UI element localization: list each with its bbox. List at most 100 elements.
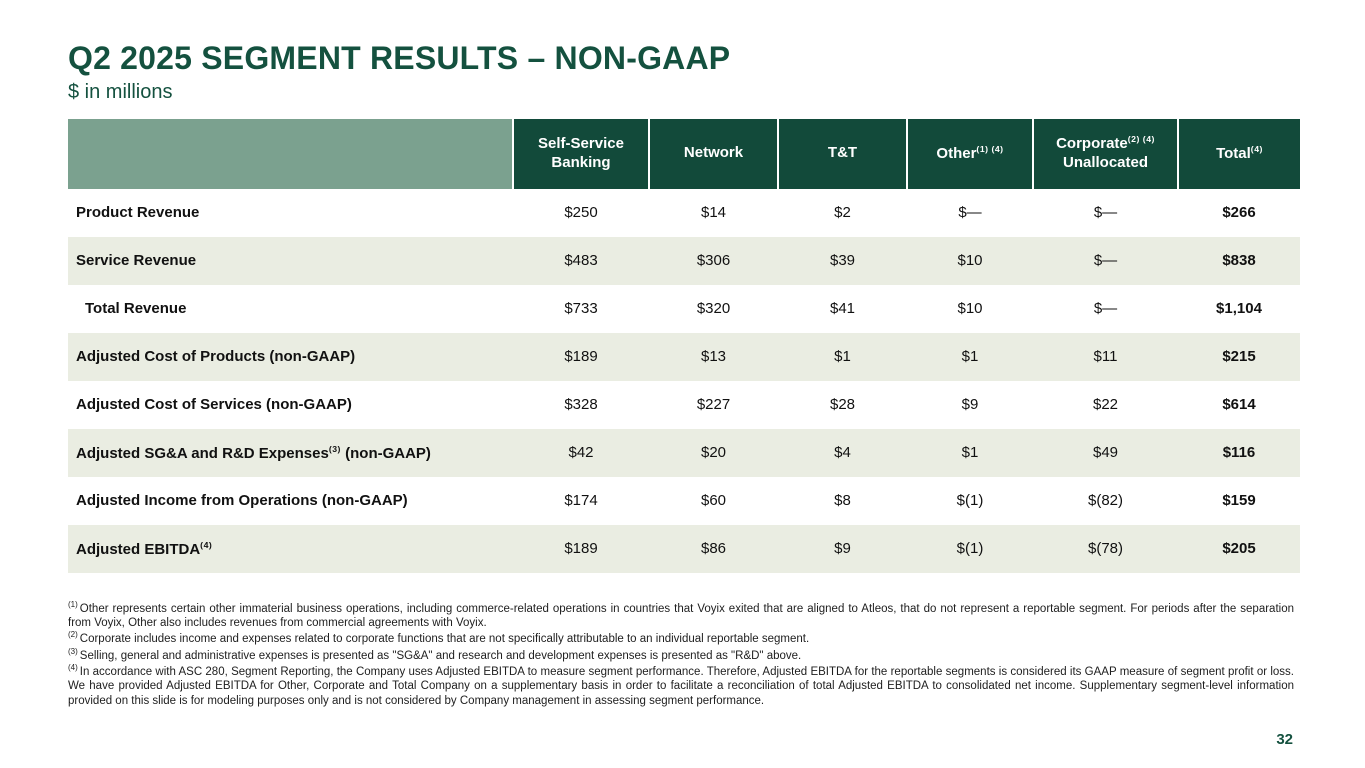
row-label: Adjusted Cost of Services (non-GAAP): [68, 381, 513, 429]
row-label: Adjusted SG&A and R&D Expenses(3) (non-G…: [68, 428, 513, 477]
cell-value: $189: [513, 332, 649, 381]
cell-value: $320: [696, 300, 731, 318]
table-header: Self-Service Banking Network T&T Other(1) (…: [68, 118, 1300, 189]
cell-value: $49: [1033, 428, 1178, 477]
cell-value: $—: [1093, 300, 1118, 318]
cell-value: $1: [778, 332, 907, 381]
cell-value: $215: [1178, 332, 1300, 381]
footnote-text: Selling, general and administrative expe…: [79, 649, 802, 662]
table-body: Product Revenue $250 $14 $2 $— $— $266 Service …: [68, 189, 1300, 573]
table-header-row: Self-Service Banking Network T&T Other(1) (…: [68, 118, 1300, 189]
cell-value: $838: [1178, 236, 1300, 285]
footnote-marker: (1) (4): [976, 143, 1004, 154]
segment-results-table: Self-Service Banking Network T&T Other(1) (…: [68, 118, 1300, 573]
cell-value: $(78): [1033, 524, 1178, 573]
column-header-label-line2: Unallocated: [1062, 154, 1149, 172]
cell-value: $42: [513, 428, 649, 477]
table-row: Adjusted EBITDA(4) $189 $86 $9 $(1) $(78) $205: [68, 524, 1300, 573]
cell-value: $20: [649, 428, 778, 477]
footnote-text: Corporate includes income and expenses r…: [79, 633, 810, 646]
column-header: Other(1) (4): [906, 118, 1033, 189]
row-label: Service Revenue: [68, 236, 513, 285]
cell-value: $—: [1033, 236, 1178, 285]
column-header: T&T: [777, 118, 907, 189]
cell-value: $39: [778, 236, 907, 285]
column-header-label: Other: [936, 144, 977, 162]
table-row: Service Revenue $483 $306 $39 $10 $— $838: [68, 236, 1300, 285]
table-row: Adjusted SG&A and R&D Expenses(3) (non-G…: [68, 428, 1300, 477]
table-row: Product Revenue $250 $14 $2 $— $— $266: [68, 189, 1300, 237]
cell-value: $—: [958, 204, 982, 222]
row-label-text: Total Revenue: [85, 300, 187, 318]
cell-value: $1: [907, 332, 1033, 381]
cell-value: $306: [649, 236, 778, 285]
cell-value: $733: [564, 300, 598, 318]
cell-value: $60: [700, 492, 727, 510]
cell-value: $86: [649, 524, 778, 573]
cell-value: $1,104: [1216, 300, 1262, 318]
cell-value: $174: [564, 492, 598, 510]
table-row: Adjusted Cost of Products (non-GAAP) $189…: [68, 332, 1300, 381]
footnote-text: In accordance with ASC 280, Segment Repo…: [68, 665, 1294, 707]
column-header-label: T&T: [827, 144, 858, 162]
page-number: 32: [1276, 731, 1293, 748]
cell-value: $227: [696, 396, 731, 414]
row-label-text: Service Revenue: [76, 252, 197, 270]
footnote-text: Other represents certain other immateria…: [68, 602, 1294, 629]
footnote-marker: (4): [200, 539, 213, 550]
footnotes: (1) Other represents certain other immate…: [68, 600, 1294, 709]
cell-value: $10: [957, 300, 983, 318]
slide-subtitle: $ in millions: [68, 80, 173, 103]
row-label-text: Product Revenue: [76, 204, 200, 222]
footnote-marker: (1): [68, 599, 78, 609]
row-label: Total Revenue: [68, 285, 513, 333]
cell-value: $41: [829, 300, 856, 318]
column-header-label: Total: [1216, 144, 1251, 162]
table-row: Adjusted Income from Operations (non-GAA…: [68, 477, 1300, 525]
cell-value: $205: [1178, 524, 1300, 573]
cell-value: $250: [564, 204, 598, 222]
row-label-text: Adjusted Cost of Services (non-GAAP): [76, 396, 352, 414]
page-title: Q2 2025 SEGMENT RESULTS – NON-GAAP: [68, 40, 731, 76]
cell-value: $(1): [956, 492, 984, 510]
cell-value: $(1): [907, 524, 1033, 573]
column-header: Total(4): [1177, 118, 1300, 189]
footnote-marker: (2): [68, 630, 78, 640]
column-header-label: Self-Service Banking: [538, 134, 624, 171]
row-label: Adjusted Income from Operations (non-GAA…: [68, 477, 513, 525]
table-row: Total Revenue $733 $320 $41 $10 $— $1,104: [68, 285, 1300, 333]
table-row: Adjusted Cost of Services (non-GAAP) $328…: [68, 381, 1300, 429]
cell-value: $10: [907, 236, 1033, 285]
column-header: Corporate(2) (4) Unallocated: [1032, 118, 1178, 189]
cell-value: $11: [1033, 332, 1178, 381]
column-header-label: Network: [683, 144, 744, 162]
cell-value: $1: [907, 428, 1033, 477]
cell-value: $9: [778, 524, 907, 573]
cell-value: $2: [834, 204, 851, 222]
row-label: Adjusted Cost of Products (non-GAAP): [68, 332, 513, 381]
footnote-marker: (3): [68, 646, 78, 656]
cell-value: $614: [1222, 396, 1256, 414]
row-label: Product Revenue: [68, 189, 513, 237]
row-label-text: Adjusted EBITDA: [76, 540, 201, 558]
row-label: Adjusted EBITDA(4): [68, 524, 513, 573]
footnote-marker: (4): [68, 663, 78, 673]
row-label-suffix: (non-GAAP): [340, 444, 431, 462]
cell-value: $116: [1178, 428, 1300, 477]
cell-value: $—: [1093, 204, 1118, 222]
footnote: (2) Corporate includes income and expense…: [68, 630, 1294, 646]
footnote: (1) Other represents certain other immate…: [68, 600, 1294, 631]
row-label-text: Adjusted Income from Operations (non-GAA…: [76, 492, 408, 510]
cell-value: $14: [700, 204, 727, 222]
cell-value: $9: [961, 396, 979, 414]
column-header-label: Corporate: [1056, 135, 1128, 153]
cell-value: $159: [1222, 492, 1256, 510]
cell-value: $266: [1222, 204, 1256, 222]
footnote: (4) In accordance with ASC 280, Segment R…: [68, 663, 1294, 708]
footnote-marker: (4): [1250, 143, 1263, 154]
column-header: Network: [648, 118, 778, 189]
cell-value: $(82): [1087, 492, 1124, 510]
cell-value: $4: [778, 428, 907, 477]
cell-value: $328: [564, 396, 598, 414]
